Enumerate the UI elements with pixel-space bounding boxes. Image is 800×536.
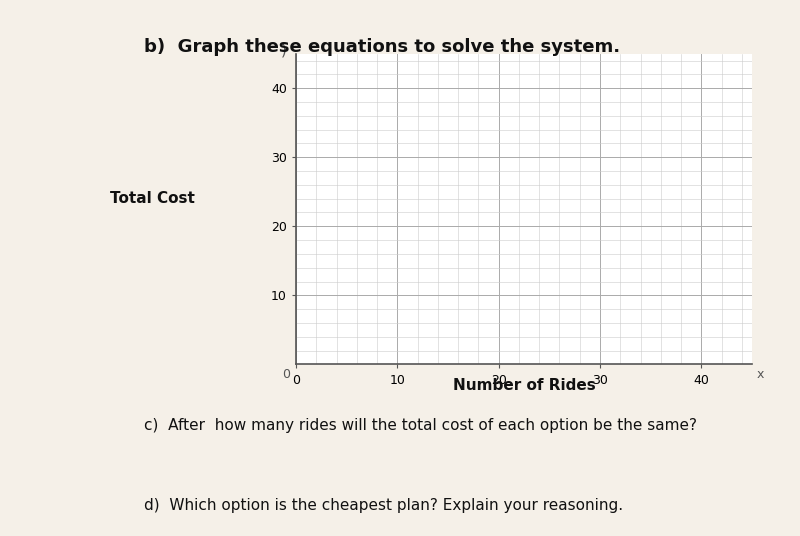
Text: d)  Which option is the cheapest plan? Explain your reasoning.: d) Which option is the cheapest plan? Ex… (144, 498, 623, 513)
Text: Total Cost: Total Cost (110, 191, 194, 206)
Text: 0: 0 (282, 368, 290, 381)
Text: c)  After  how many rides will the total cost of each option be the same?: c) After how many rides will the total c… (144, 418, 697, 433)
Text: Number of Rides: Number of Rides (453, 378, 595, 393)
Text: x: x (757, 368, 764, 381)
Text: b)  Graph these equations to solve the system.: b) Graph these equations to solve the sy… (144, 38, 620, 56)
Text: ): ) (281, 43, 286, 58)
